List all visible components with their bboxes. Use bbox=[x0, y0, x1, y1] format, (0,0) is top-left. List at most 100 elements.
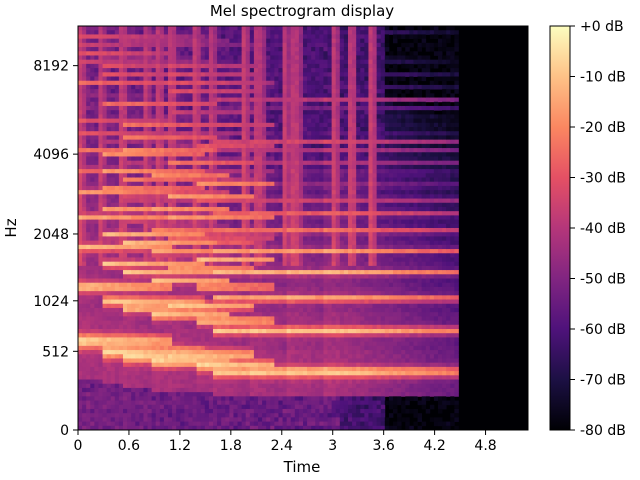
heatmap-cell bbox=[274, 122, 279, 128]
heatmap-cell bbox=[266, 114, 271, 119]
heatmap-cell bbox=[114, 55, 120, 61]
heatmap-cell bbox=[217, 84, 222, 90]
heatmap-cell bbox=[78, 421, 83, 427]
heatmap-cell bbox=[253, 42, 259, 48]
heatmap-cell bbox=[282, 387, 288, 393]
heatmap-cell bbox=[188, 211, 193, 216]
heatmap-cell bbox=[147, 55, 153, 61]
heatmap-cell bbox=[78, 89, 83, 94]
heatmap-cell bbox=[131, 265, 136, 271]
heatmap-cell bbox=[135, 135, 140, 141]
heatmap-cell bbox=[245, 329, 251, 334]
heatmap-cell bbox=[123, 375, 128, 380]
heatmap-cell bbox=[180, 270, 185, 275]
heatmap-cell bbox=[106, 392, 112, 397]
heatmap-cell bbox=[262, 185, 267, 191]
heatmap-cell bbox=[147, 181, 153, 187]
heatmap-cell bbox=[168, 51, 173, 56]
heatmap-cell bbox=[127, 93, 132, 98]
heatmap-cell bbox=[151, 249, 157, 254]
heatmap-cell bbox=[184, 236, 189, 242]
heatmap-cell bbox=[282, 261, 288, 267]
heatmap-cell bbox=[180, 127, 185, 132]
heatmap-cell bbox=[176, 303, 181, 309]
heatmap-cell bbox=[106, 223, 112, 229]
heatmap-cell bbox=[274, 387, 279, 393]
heatmap-cell bbox=[94, 383, 99, 389]
heatmap-cell bbox=[225, 198, 230, 204]
heatmap-cell bbox=[143, 148, 148, 153]
heatmap-cell bbox=[151, 122, 157, 128]
heatmap-cell bbox=[94, 80, 99, 86]
heatmap-cell bbox=[200, 223, 206, 229]
heatmap-cell bbox=[249, 413, 255, 418]
heatmap-cell bbox=[213, 232, 218, 237]
heatmap-cell bbox=[98, 312, 103, 317]
heatmap-cell bbox=[192, 223, 198, 229]
heatmap-cell bbox=[262, 118, 267, 124]
heatmap-cell bbox=[192, 42, 198, 48]
heatmap-cell bbox=[155, 404, 161, 410]
heatmap-cell bbox=[90, 194, 95, 199]
heatmap-cell bbox=[139, 265, 144, 271]
heatmap-cell bbox=[200, 34, 206, 40]
heatmap-cell bbox=[163, 160, 169, 166]
heatmap-cell bbox=[253, 257, 259, 263]
heatmap-cell bbox=[127, 185, 132, 191]
heatmap-cell bbox=[110, 59, 116, 65]
heatmap-cell bbox=[204, 286, 210, 292]
heatmap-cell bbox=[233, 177, 238, 183]
heatmap-cell bbox=[237, 131, 243, 136]
heatmap-cell bbox=[159, 76, 165, 82]
heatmap-cell bbox=[188, 366, 193, 372]
heatmap-cell bbox=[241, 181, 247, 187]
heatmap-cell bbox=[184, 42, 189, 48]
heatmap-cell bbox=[262, 303, 267, 309]
heatmap-cell bbox=[221, 42, 226, 48]
heatmap-cell bbox=[229, 194, 234, 199]
heatmap-cell bbox=[286, 333, 292, 338]
heatmap-cell bbox=[147, 337, 153, 343]
heatmap-cell bbox=[102, 232, 108, 237]
heatmap-cell bbox=[172, 261, 177, 267]
heatmap-cell bbox=[180, 55, 185, 61]
heatmap-cell bbox=[147, 127, 153, 132]
heatmap-cell bbox=[245, 202, 251, 208]
heatmap-cell bbox=[86, 316, 91, 321]
heatmap-cell bbox=[143, 139, 148, 145]
heatmap-cell bbox=[233, 316, 238, 321]
heatmap-cell bbox=[278, 270, 283, 275]
heatmap-cell bbox=[184, 169, 189, 174]
heatmap-cell bbox=[102, 329, 108, 334]
heatmap-cell bbox=[118, 139, 124, 145]
heatmap-cell bbox=[90, 299, 95, 305]
heatmap-cell bbox=[204, 177, 210, 183]
heatmap-cell bbox=[147, 118, 153, 124]
heatmap-cell bbox=[196, 383, 202, 389]
heatmap-cell bbox=[159, 392, 165, 397]
heatmap-cell bbox=[229, 118, 234, 124]
heatmap-cell bbox=[221, 84, 226, 90]
heatmap-cell bbox=[94, 84, 99, 90]
heatmap-cell bbox=[217, 366, 222, 372]
heatmap-cell bbox=[106, 307, 112, 313]
heatmap-cell bbox=[208, 63, 214, 69]
heatmap-cell bbox=[102, 354, 108, 359]
heatmap-cell bbox=[245, 337, 251, 343]
heatmap-cell bbox=[188, 392, 193, 397]
heatmap-cell bbox=[172, 127, 177, 132]
heatmap-cell bbox=[176, 274, 181, 279]
heatmap-cell bbox=[94, 232, 99, 237]
heatmap-cell bbox=[94, 110, 99, 115]
heatmap-cell bbox=[102, 413, 108, 418]
heatmap-cell bbox=[286, 396, 292, 401]
heatmap-cell bbox=[139, 118, 144, 124]
heatmap-cell bbox=[176, 131, 181, 136]
heatmap-cell bbox=[102, 42, 108, 48]
heatmap-cell bbox=[114, 337, 120, 343]
heatmap-cell bbox=[266, 421, 271, 427]
heatmap-cell bbox=[262, 47, 267, 52]
heatmap-cell bbox=[249, 358, 255, 364]
heatmap-cell bbox=[180, 299, 185, 305]
heatmap-cell bbox=[266, 417, 271, 422]
